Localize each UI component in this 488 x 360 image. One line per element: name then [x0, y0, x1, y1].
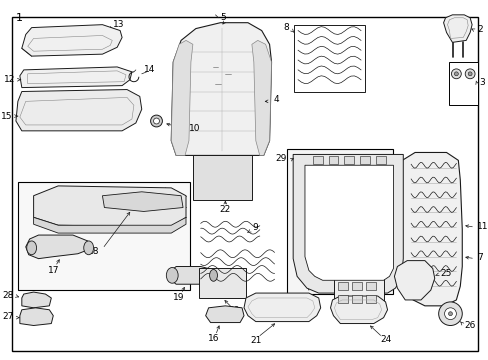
Bar [334, 278, 383, 310]
Bar [365, 295, 375, 303]
Text: 11: 11 [476, 222, 488, 231]
Bar [344, 156, 353, 164]
Bar [312, 156, 322, 164]
Circle shape [150, 115, 162, 127]
Polygon shape [22, 25, 122, 56]
Text: 20: 20 [228, 306, 240, 315]
Text: 26: 26 [463, 321, 475, 330]
Bar [18, 182, 189, 290]
Polygon shape [443, 15, 471, 42]
Text: 14: 14 [143, 66, 155, 75]
Ellipse shape [209, 270, 217, 281]
Text: 16: 16 [207, 334, 219, 343]
Polygon shape [399, 153, 461, 306]
Bar [375, 156, 385, 164]
Polygon shape [20, 67, 132, 87]
Text: 3: 3 [478, 78, 484, 87]
Text: 22: 22 [219, 205, 230, 214]
Bar [359, 156, 369, 164]
Bar [192, 156, 251, 200]
Polygon shape [20, 308, 53, 325]
Text: 29: 29 [274, 154, 285, 163]
Bar [199, 269, 245, 298]
Text: 19: 19 [173, 293, 184, 302]
Text: 25: 25 [440, 269, 451, 278]
Text: 24: 24 [379, 335, 390, 344]
Text: 5: 5 [220, 13, 226, 22]
Polygon shape [102, 192, 183, 211]
Text: 4: 4 [273, 95, 279, 104]
Polygon shape [26, 235, 90, 258]
Bar [365, 282, 375, 290]
Bar [351, 282, 361, 290]
Text: 18: 18 [88, 247, 99, 256]
Text: 17: 17 [47, 266, 59, 275]
Polygon shape [22, 292, 51, 308]
Bar [294, 25, 364, 91]
Polygon shape [305, 165, 393, 280]
Circle shape [450, 69, 460, 79]
Polygon shape [330, 296, 387, 324]
Bar [338, 295, 347, 303]
Text: 9: 9 [251, 223, 257, 232]
Bar [328, 156, 338, 164]
Text: 27: 27 [2, 312, 14, 321]
Circle shape [447, 312, 451, 316]
Polygon shape [251, 40, 271, 156]
Text: 1: 1 [16, 13, 23, 23]
Bar [286, 149, 393, 294]
Text: 12: 12 [3, 75, 15, 84]
Text: 2: 2 [476, 25, 482, 34]
Circle shape [444, 308, 455, 320]
Polygon shape [171, 23, 271, 156]
Text: 7: 7 [476, 253, 482, 262]
Text: 8: 8 [283, 23, 288, 32]
Text: 6: 6 [345, 298, 350, 307]
Circle shape [438, 302, 461, 325]
Bar [447, 62, 477, 105]
Text: 13: 13 [113, 20, 124, 29]
Polygon shape [244, 293, 320, 321]
Polygon shape [394, 261, 434, 300]
Bar [338, 282, 347, 290]
Ellipse shape [27, 241, 37, 255]
Polygon shape [293, 154, 403, 293]
Text: 21: 21 [249, 336, 261, 345]
Text: 10: 10 [188, 124, 200, 133]
Polygon shape [16, 90, 142, 131]
Polygon shape [171, 40, 192, 156]
Text: 15: 15 [0, 112, 12, 121]
Circle shape [464, 69, 474, 79]
Bar [351, 295, 361, 303]
Polygon shape [171, 266, 215, 284]
Text: 23: 23 [337, 264, 348, 273]
Ellipse shape [166, 267, 178, 283]
Circle shape [467, 72, 471, 76]
Ellipse shape [83, 241, 93, 255]
Circle shape [453, 72, 457, 76]
Polygon shape [34, 217, 185, 233]
Text: 28: 28 [2, 291, 14, 300]
Polygon shape [34, 186, 185, 227]
Polygon shape [205, 306, 244, 323]
Circle shape [153, 118, 159, 124]
